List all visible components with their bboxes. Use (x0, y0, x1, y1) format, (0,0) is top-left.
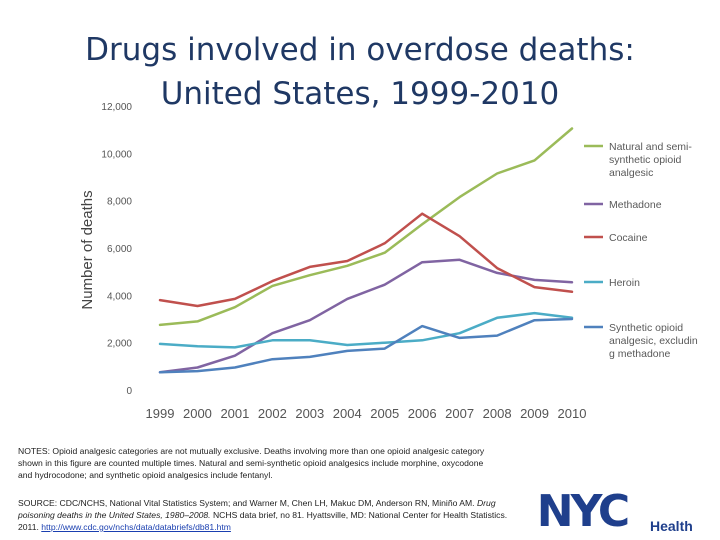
y-axis: 0 2,000 4,000 6,000 8,000 10,000 12,000 (101, 102, 132, 397)
legend: Natural and semi-synthetic opioidanalges… (584, 141, 698, 360)
source-text: SOURCE: CDC/NCHS, National Vital Statist… (18, 497, 508, 533)
legend-label-4: Heroin (609, 277, 640, 289)
series-line-1 (158, 127, 574, 327)
legend-label-5: analgesic, excludin (609, 335, 698, 347)
series-line-4 (158, 311, 574, 349)
title-line-1: Drugs involved in overdose deaths: (85, 32, 635, 68)
legend-label-5: g methadone (609, 348, 670, 360)
y-tick-label: 12,000 (101, 102, 132, 113)
x-tick-label: 2006 (408, 406, 437, 421)
x-axis: 1999 2000 2001 2002 2003 2004 2005 2006 2007 2008… (146, 406, 587, 421)
x-tick-label: 2007 (445, 406, 474, 421)
series-lines (158, 127, 574, 374)
notes-text: NOTES: Opioid analgesic categories are n… (18, 446, 485, 480)
legend-label-1: Natural and semi- (609, 141, 692, 153)
x-tick-label: 2005 (370, 406, 399, 421)
y-tick-label: 6,000 (107, 244, 132, 255)
y-tick-label: 0 (126, 386, 132, 397)
x-tick-label: 2000 (183, 406, 212, 421)
y-tick-label: 8,000 (107, 197, 132, 208)
series-line-5 (158, 317, 574, 374)
x-tick-label: 2001 (220, 406, 249, 421)
x-tick-label: 1999 (146, 406, 175, 421)
x-tick-label: 2002 (258, 406, 287, 421)
nyc-logo: NYC (537, 488, 631, 532)
y-tick-label: 10,000 (101, 149, 132, 160)
x-tick-label: 2010 (558, 406, 587, 421)
series-line-2 (158, 258, 574, 374)
title-line-2: United States, 1999-2010 (160, 76, 560, 112)
source-suffix: NCHS data brief, no 81. Hyattsville, MD:… (18, 510, 508, 532)
legend-label-1: synthetic opioid (609, 154, 682, 166)
series-line-3 (158, 212, 574, 308)
chart-title: Drugs involved in overdose deaths: Unite… (0, 28, 720, 116)
x-tick-label: 2009 (520, 406, 549, 421)
y-tick-label: 4,000 (107, 291, 132, 302)
nyc-logo-text: NYC (537, 488, 628, 532)
y-axis-label: Number of deaths (79, 190, 96, 309)
source-prefix: SOURCE: CDC/NCHS, National Vital Statist… (18, 498, 475, 508)
y-tick-label: 2,000 (107, 339, 132, 350)
legend-label-5: Synthetic opioid (609, 322, 683, 334)
source-title: Drug poisoning deaths in the United Stat… (18, 498, 496, 520)
line-chart: 0 2,000 4,000 6,000 8,000 10,000 12,000 1999 20… (79, 102, 698, 421)
x-tick-label: 2003 (295, 406, 324, 421)
legend-label-1: analgesic (609, 167, 653, 179)
legend-label-3: Cocaine (609, 232, 648, 244)
x-tick-label: 2008 (483, 406, 512, 421)
legend-label-2: Methadone (609, 199, 662, 211)
nyc-health-label: Health (650, 518, 693, 534)
source-link[interactable]: http://www.cdc.gov/nchs/data/databriefs/… (41, 522, 231, 532)
x-tick-label: 2004 (333, 406, 362, 421)
